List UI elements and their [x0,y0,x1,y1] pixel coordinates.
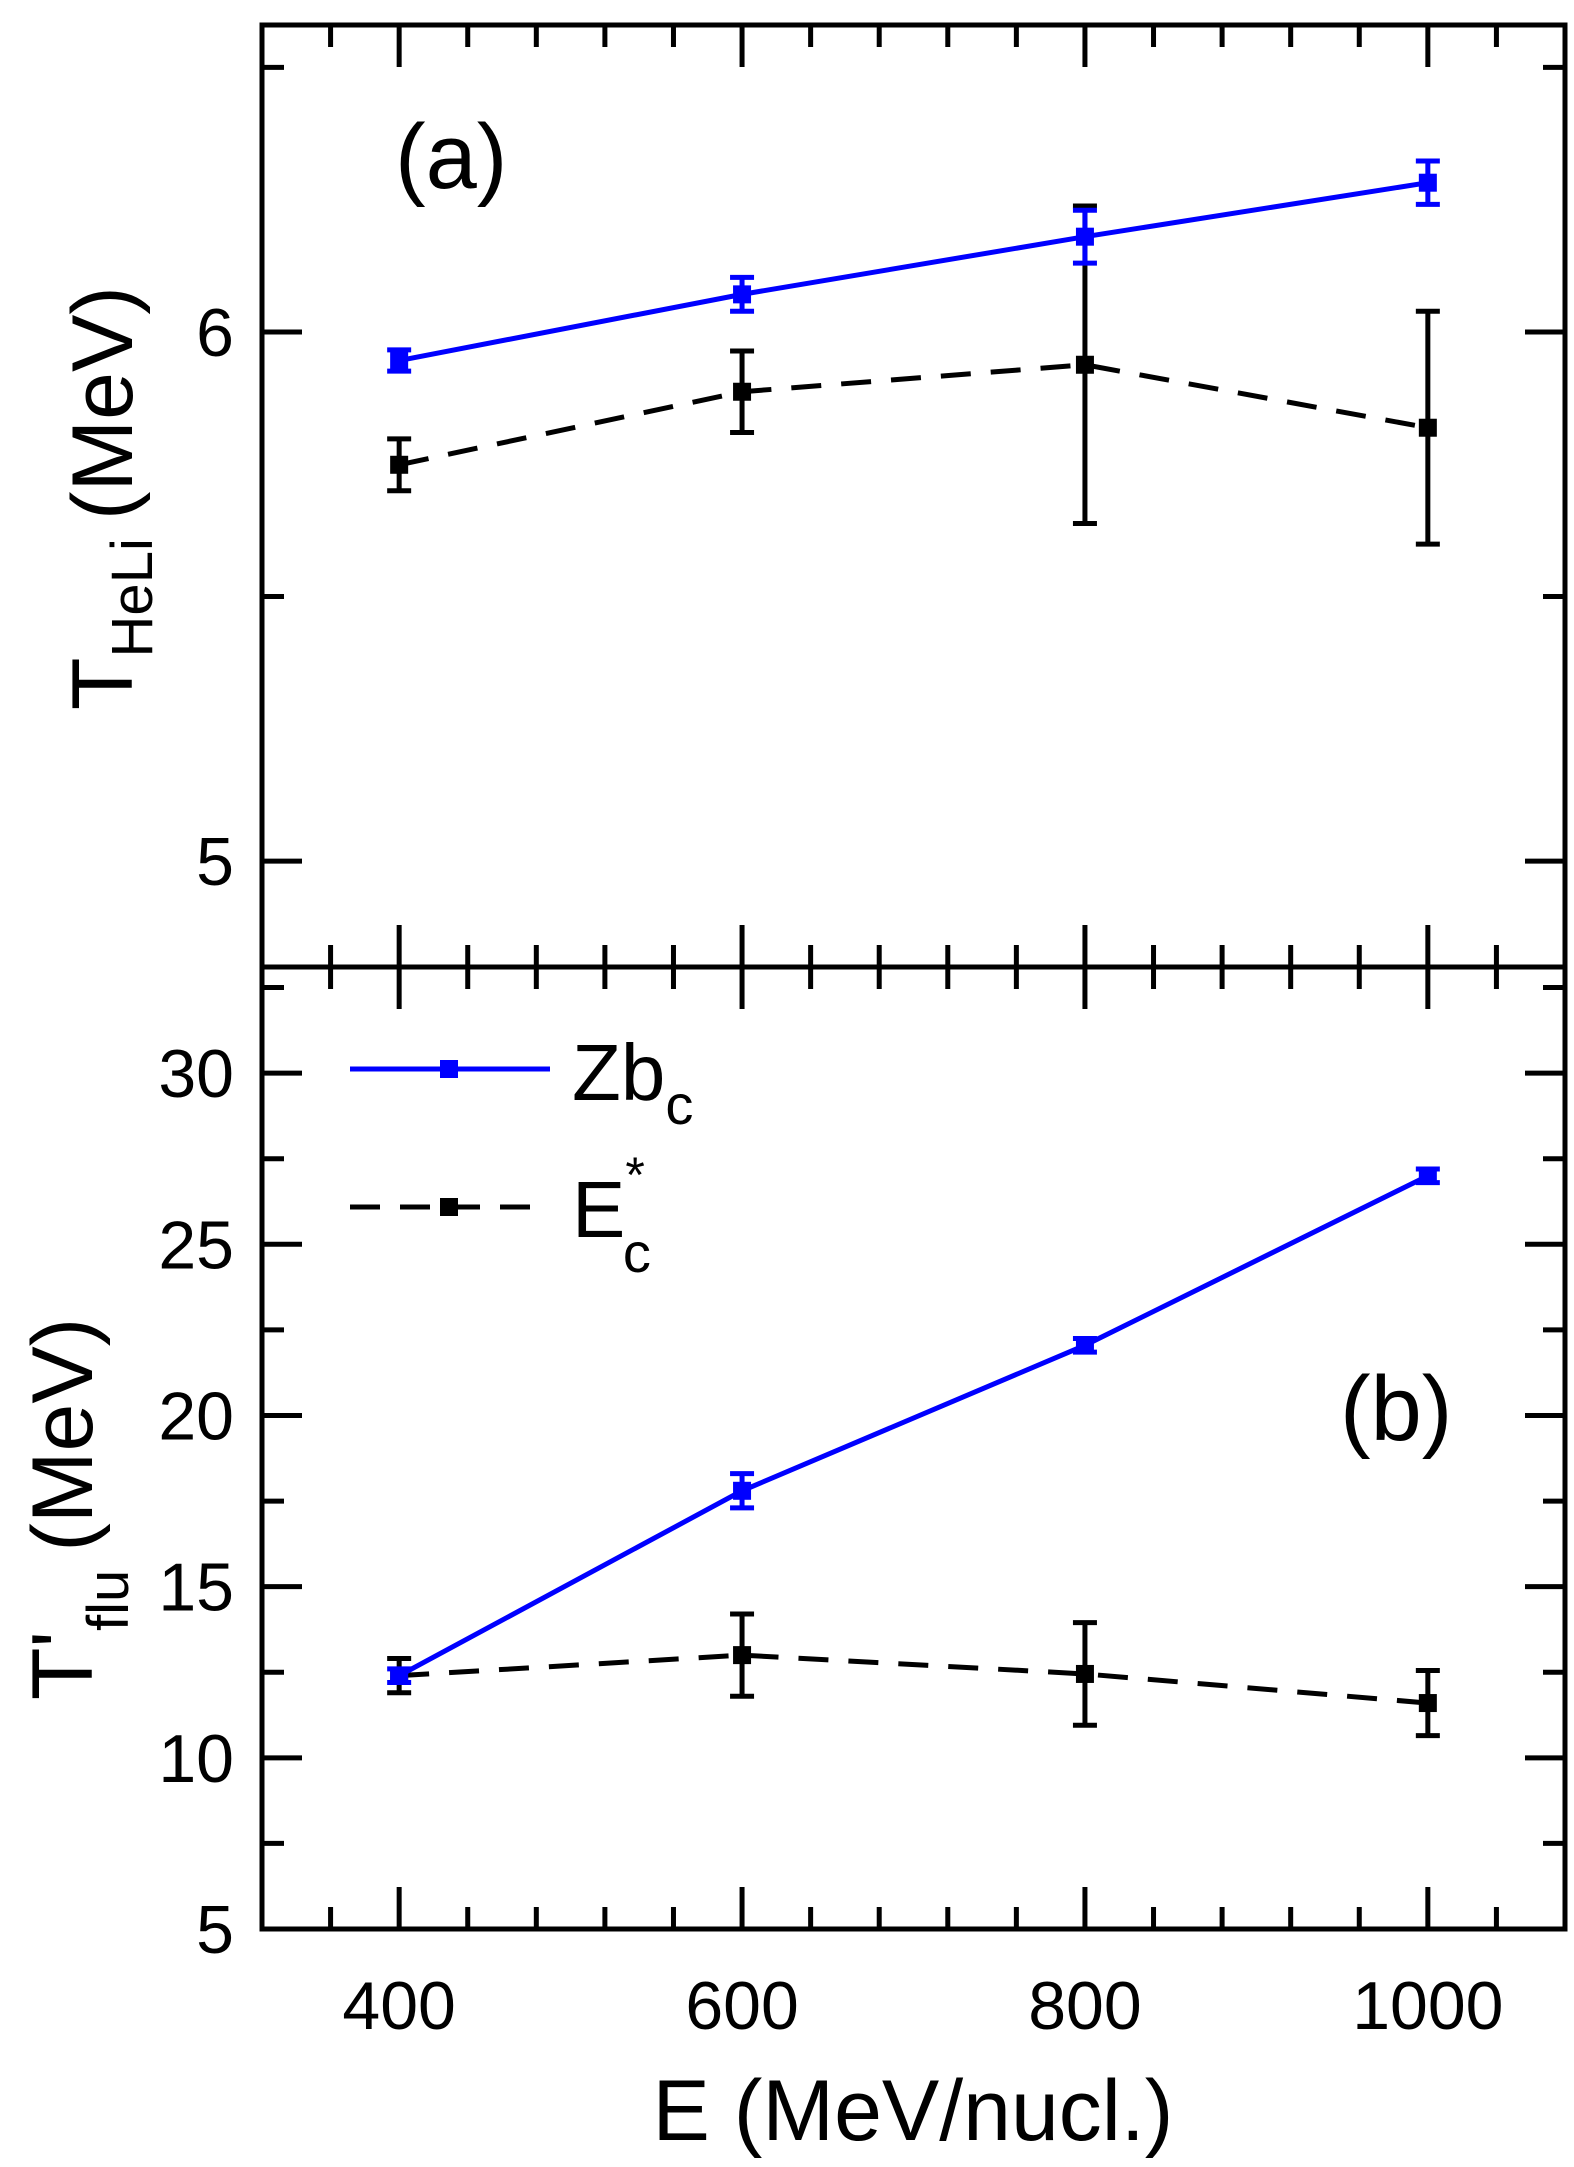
data-point-zbc [1418,173,1437,192]
y-tick-label: 25 [158,1207,234,1283]
legend-ec-main: E [572,1165,625,1254]
x-tick-label: 400 [342,1968,455,2044]
legend-ec-sup: * [625,1147,644,1203]
y-title-b-sub: flu [76,1570,141,1631]
data-point-zbc [733,285,752,304]
data-point-ec [733,382,752,401]
data-point-ec [390,455,409,474]
y-tick-label: 5 [196,1892,234,1968]
y-tick-label: 5 [196,824,234,900]
data-point-zbc [390,1666,409,1685]
series-line-ec [399,1652,1429,1706]
panel-label-a: (a) [395,106,507,208]
legend-zbc-sub: c [665,1073,693,1136]
series-line-zbc [398,180,1429,363]
legend-marker-ec [440,1198,458,1216]
y-axis-title-a: THeLi (MeV) [55,286,165,710]
data-point-zbc [1075,227,1094,246]
legend-label-zbc: Zbc [572,1028,693,1136]
data-point-zbc [390,351,409,370]
x-tick-label: 600 [685,1968,798,2044]
x-axis-title: E (MeV/nucl.) [653,2063,1174,2159]
y-tick-label: 20 [158,1378,234,1454]
series-line-ec [398,362,1429,468]
panel-label-b: (b) [1340,1358,1452,1460]
x-tick-label: 800 [1028,1968,1141,2044]
legend-label-ec: E* c [572,1147,651,1284]
data-point-zbc [1418,1166,1437,1185]
legend-ec-sub: c [623,1221,651,1284]
series-line-zbc [397,1173,1429,1678]
data-point-ec [1075,355,1094,374]
data-point-zbc [1075,1336,1094,1355]
data-point-ec [1418,1694,1437,1713]
data-point-ec [1418,418,1437,437]
y-title-a-main: T [55,657,151,710]
x-tick-label: 1000 [1352,1968,1503,2044]
y-tick-label: 15 [158,1550,234,1626]
plot-frame [259,964,1568,1932]
y-tick-label: 10 [158,1721,234,1797]
legend: Zbc E* c [350,1028,693,1284]
y-title-a-sub: HeLi [100,538,165,657]
y-title-b-unit: (MeV) [15,1318,111,1552]
data-point-ec [733,1646,752,1665]
legend-marker-zbc [440,1060,458,1078]
y-axis-title-b: T'flu (MeV) [15,1318,141,1700]
y-title-b-main: T' [15,1631,111,1700]
y-tick-label: 6 [196,295,234,371]
data-point-zbc [733,1481,752,1500]
data-point-ec [1075,1664,1094,1683]
legend-zbc-main: Zb [572,1028,665,1117]
y-tick-label: 30 [158,1036,234,1112]
y-title-a-unit: (MeV) [55,286,151,520]
panel-b: 5 10 15 20 25 30 400 600 800 1000 [158,964,1568,2044]
